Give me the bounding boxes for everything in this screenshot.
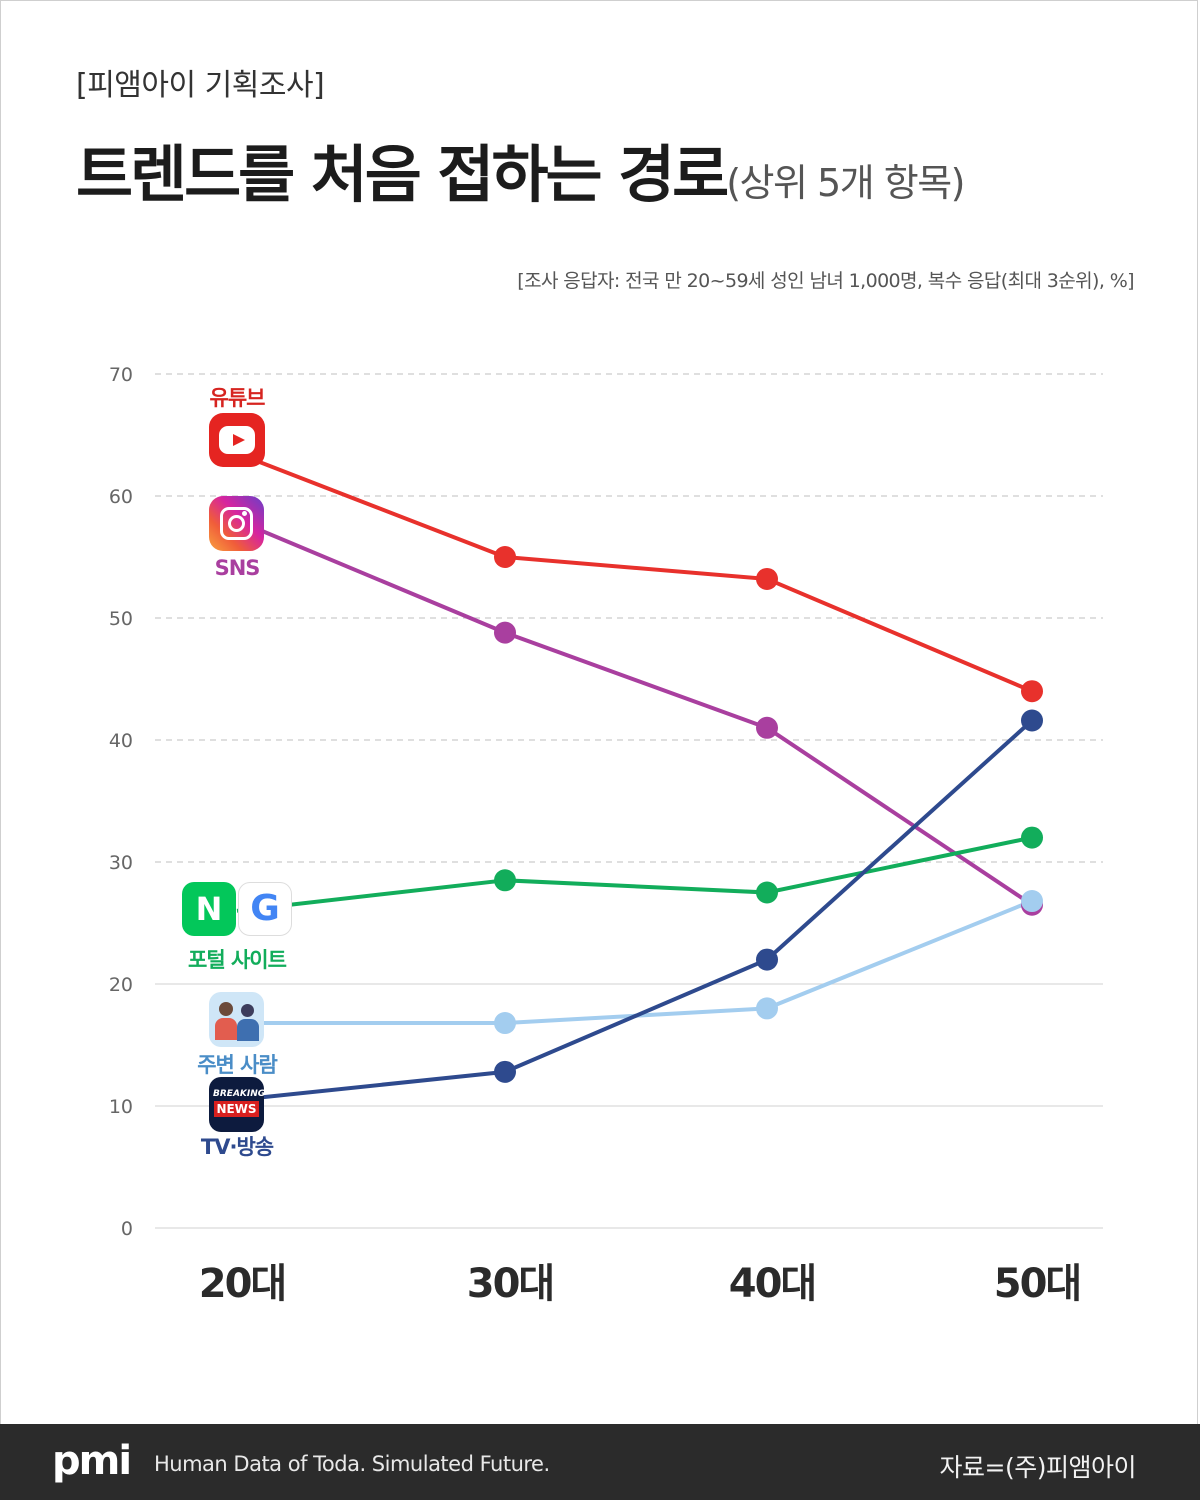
data-point [756,997,778,1020]
data-point [1021,680,1043,703]
kicker: [피앰아이 기획조사] [76,68,325,103]
y-tick-label: 20 [109,974,133,996]
data-point [494,1012,516,1035]
y-tick-label: 70 [109,364,133,386]
line-chart: 0 10 20 30 40 50 60 70 20대 30대 40대 50대 유튜브 SNS 포털 사이트주… [109,364,1103,1307]
y-tick-label: 10 [109,1096,133,1118]
x-tick-label: 30대 [467,1261,553,1307]
series-label: TV·방송 [201,1135,274,1159]
x-tick-label: 20대 [199,1261,285,1307]
footer-bar: pmi Human Data of Toda. Simulated Future… [0,1424,1200,1500]
data-point [756,567,778,590]
x-tick-label: 40대 [729,1261,815,1307]
series-label: 주변 사람 [197,1053,277,1077]
title-main: 트렌드를 처음 접하는 경로 [76,138,729,211]
data-point [756,948,778,971]
series-line [236,518,1034,907]
data-point [494,621,516,644]
series-label: SNS [215,556,260,580]
footer-source: 자료=(주)피앰아이 [939,1453,1137,1482]
series-line [236,451,1033,694]
series-label: 포털 사이트 [188,948,287,972]
y-tick-label: 50 [109,608,133,630]
data-point [756,716,778,739]
pmi-logo: pmi [52,1438,132,1484]
data-point [1021,890,1043,913]
chart-subtitle: (상위 5개 항목) [726,161,965,205]
data-point [494,1060,516,1083]
data-point [1021,709,1043,732]
data-point [1021,826,1043,849]
naver-icon: N [182,882,236,936]
chart-title: 트렌드를 처음 접하는 경로(상위 5개 항목) [76,124,965,214]
youtube-icon [209,413,265,467]
y-tick-label: 30 [109,852,133,874]
series-label: 유튜브 [210,386,266,410]
survey-note: [조사 응답자: 전국 만 20~59세 성인 남녀 1,000명, 복수 응답… [517,270,1134,292]
series-line [236,835,1033,913]
footer-tagline: Human Data of Toda. Simulated Future. [154,1452,550,1476]
people-icon [209,992,264,1047]
y-tick-label: 60 [109,486,133,508]
y-tick-label: 40 [109,730,133,752]
series-line [236,718,1034,1102]
data-point [494,869,516,892]
data-point [494,546,516,568]
data-point [756,881,778,904]
google-icon: G [238,882,292,936]
instagram-icon [209,496,264,551]
breaking-news-icon: BREAKING NEWS [209,1077,264,1132]
y-tick-label: 0 [121,1218,133,1240]
x-tick-label: 50대 [994,1261,1080,1307]
series-line [237,899,1033,1026]
